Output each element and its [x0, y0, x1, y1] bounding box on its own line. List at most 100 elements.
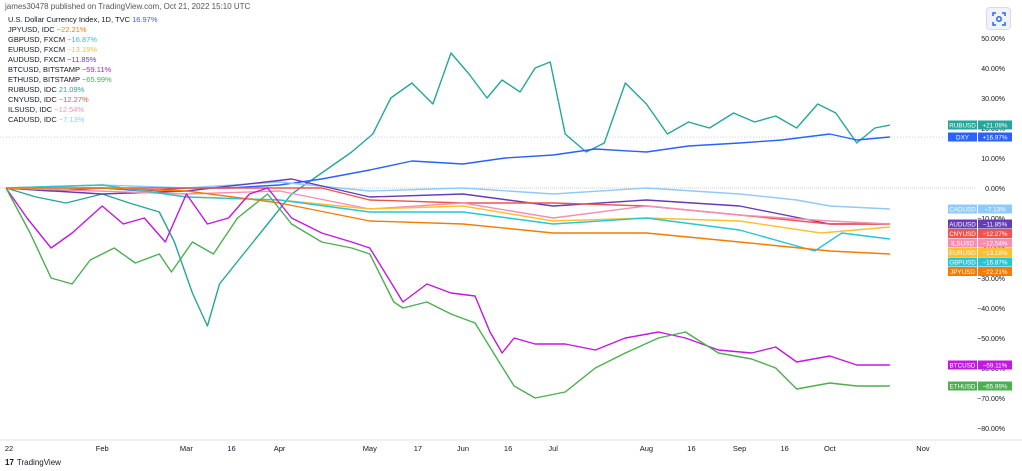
legend-item[interactable]: CADUSD, IDC −7.13%: [8, 115, 158, 125]
legend-item[interactable]: BTCUSD, BITSTAMP −59.11%: [8, 65, 158, 75]
series-tag-name-box: [948, 229, 977, 238]
series-tag-name-box: [948, 267, 977, 276]
published-caption: james30478 published on TradingView.com,…: [5, 2, 251, 11]
legend-item-value: −65.99%: [79, 75, 112, 84]
legend-item-name: ILSUSD, IDC: [8, 105, 53, 114]
series-tag-value: −59.11%: [983, 363, 1008, 370]
legend-item[interactable]: CNYUSD, IDC −12.27%: [8, 95, 158, 105]
x-tick-label: 16: [504, 444, 512, 453]
series-tag-value-box: [978, 120, 1012, 130]
legend-item[interactable]: ILSUSD, IDC −12.54%: [8, 105, 158, 115]
y-tick-label: −70.00%: [977, 396, 1005, 403]
legend-item-value: −59.11%: [79, 65, 112, 74]
series-line-audusd: [5, 178, 890, 225]
legend-item[interactable]: U.S. Dollar Currency Index, 1D, TVC 16.9…: [8, 15, 158, 25]
legend-item-value: 16.97%: [130, 15, 158, 24]
legend-item[interactable]: ETHUSD, BITSTAMP −65.99%: [8, 75, 158, 85]
legend-item-name: GBPUSD, FXCM: [8, 35, 66, 44]
x-tick-label: 16: [227, 444, 235, 453]
series-tag-value-box: [978, 238, 1012, 248]
legend-item-name: ETHUSD, BITSTAMP: [8, 75, 80, 84]
series-tag-name: JPYUSD: [950, 269, 975, 276]
legend-item-value: −13.19%: [65, 45, 97, 54]
legend: U.S. Dollar Currency Index, 1D, TVC 16.9…: [8, 15, 158, 125]
y-tick-label: −50.00%: [977, 336, 1005, 343]
series-line-gbpusd: [5, 184, 890, 252]
series-tag-value-box: [978, 248, 1012, 257]
legend-item[interactable]: GBPUSD, FXCM −16.87%: [8, 35, 158, 45]
series-tag-value-box: [978, 267, 1012, 276]
legend-item-value: −11.85%: [65, 55, 97, 64]
x-tick-label: 16: [687, 444, 695, 453]
series-line-btcusd: [5, 187, 890, 366]
brand-label: TradingView: [16, 458, 61, 467]
series-tag-value-box: [978, 229, 1012, 238]
series-line-cnyusd: [6, 187, 890, 225]
y-tick-label: −80.00%: [977, 426, 1005, 433]
x-tick-label: May: [363, 444, 377, 453]
legend-item-name: AUDUSD, FXCM: [8, 55, 66, 64]
series-tag-name: ILSUSD: [951, 241, 974, 248]
legend-item-name: CNYUSD, IDC: [8, 95, 57, 104]
series-line-ilsusd: [5, 187, 890, 225]
series-tag-name: CADUSD: [949, 207, 976, 214]
legend-item-name: CADUSD, IDC: [8, 115, 57, 124]
series-tag-value: −22.21%: [982, 269, 1007, 276]
y-tick-label: 0.00%: [985, 186, 1005, 193]
series-tag-value-box: [978, 219, 1012, 229]
series-tag-name: ETHUSD: [950, 384, 976, 391]
series-tag-name-box: [948, 120, 977, 130]
series-tag-name: RUBUSD: [949, 123, 976, 130]
legend-item[interactable]: JPYUSD, IDC −22.21%: [8, 25, 158, 35]
series-tag-name-box: [948, 219, 977, 229]
series-tag-value: +21.09%: [982, 123, 1007, 130]
x-tick-label: Apr: [274, 444, 286, 453]
series-tag-value-box: [978, 132, 1012, 142]
legend-item-name: U.S. Dollar Currency Index, 1D, TVC: [8, 15, 130, 24]
series-tag-name: DXY: [956, 135, 970, 142]
legend-item-name: RUBUSD, IDC: [8, 85, 57, 94]
legend-item-value: −12.27%: [56, 95, 89, 104]
series-line-rubusd: [5, 52, 891, 327]
series-tag-value-box: [978, 257, 1012, 267]
series-tag-name-box: [948, 257, 977, 267]
series-tag-value-box: [978, 204, 1012, 214]
series-tag-value: +16.97%: [982, 135, 1007, 142]
series-tag-name-box: [948, 248, 977, 257]
y-tick-label: 10.00%: [981, 156, 1005, 163]
series-tag-name-box: [948, 204, 977, 214]
series-tag-name: CNYUSD: [949, 231, 976, 238]
series-tag-name: BTCUSD: [950, 363, 976, 370]
legend-item-value: 21.09%: [56, 85, 85, 94]
y-tick-label: −40.00%: [977, 306, 1005, 313]
x-tick-label: 16: [781, 444, 789, 453]
legend-item[interactable]: EURUSD, FXCM −13.19%: [8, 45, 158, 55]
x-tick-label: 22: [5, 444, 13, 453]
legend-item[interactable]: AUDUSD, FXCM −11.85%: [8, 55, 158, 65]
series-tag-value: −11.85%: [983, 222, 1008, 229]
legend-item-name: EURUSD, FXCM: [8, 45, 66, 54]
screenshot-button[interactable]: [986, 7, 1011, 30]
series-line-ethusd: [5, 187, 890, 399]
x-tick-label: Sep: [733, 444, 746, 453]
series-tag-name: AUDUSD: [949, 222, 976, 229]
x-tick-label: Nov: [916, 444, 930, 453]
legend-item-value: −12.54%: [52, 105, 85, 114]
series-tag-value-box: [978, 360, 1012, 370]
camera-focus-icon: [991, 11, 1006, 26]
y-tick-label: 30.00%: [981, 96, 1005, 103]
y-tick-label: 40.00%: [981, 66, 1005, 73]
series-tag-value: −12.27%: [982, 231, 1007, 238]
legend-item[interactable]: RUBUSD, IDC 21.09%: [8, 85, 158, 95]
series-line-cadusd: [5, 181, 890, 210]
x-tick-label: Feb: [96, 444, 109, 453]
legend-item-name: JPYUSD, IDC: [8, 25, 55, 34]
series-tag-name-box: [948, 381, 977, 391]
series-tag-name: GBPUSD: [949, 260, 976, 267]
x-tick-label: Mar: [180, 444, 193, 453]
series-tag-name-box: [948, 238, 977, 248]
y-tick-label: 50.00%: [981, 36, 1005, 43]
series-tag-name-box: [948, 360, 977, 370]
x-tick-label: 17: [414, 444, 422, 453]
